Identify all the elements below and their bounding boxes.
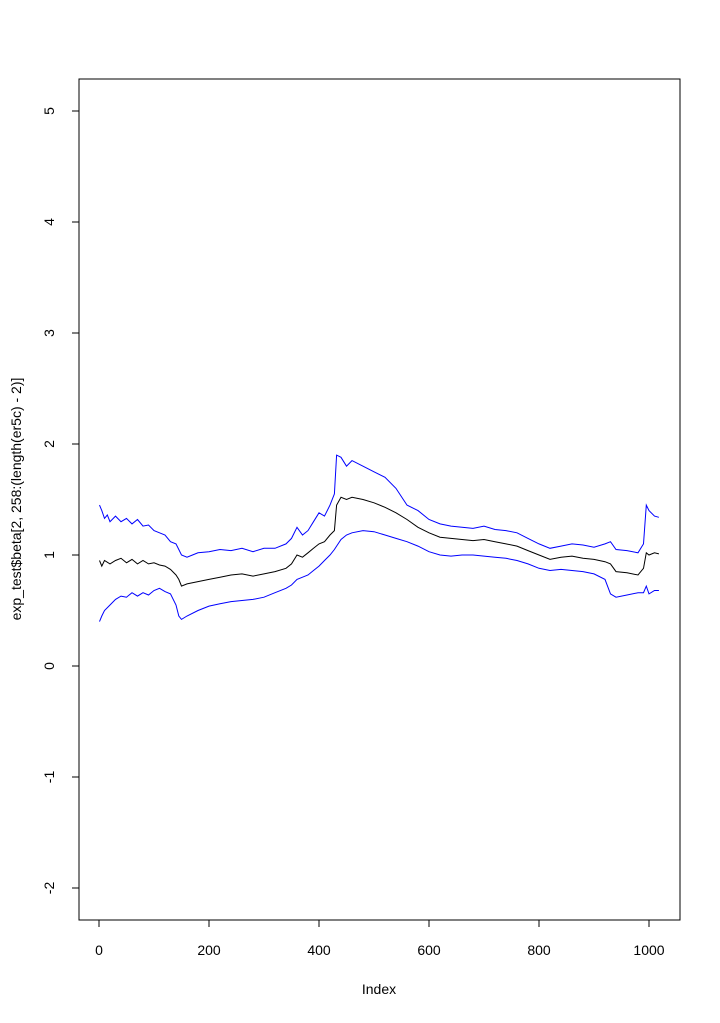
x-tick-label: 1000 xyxy=(633,942,664,958)
x-axis-label: Index xyxy=(362,981,396,997)
y-tick-label: 3 xyxy=(41,329,57,337)
y-tick-label: 4 xyxy=(41,218,57,226)
x-axis: 0 200 400 600 800 1000 xyxy=(95,919,665,958)
y-tick-label: -1 xyxy=(41,771,57,784)
x-tick-label: 400 xyxy=(307,942,331,958)
x-tick-label: 600 xyxy=(417,942,441,958)
x-tick-label: 0 xyxy=(95,942,103,958)
y-tick-label: 0 xyxy=(41,662,57,670)
series-line-1 xyxy=(99,496,660,587)
y-axis-label: exp_test$beta[2, 258:(length(er5c) - 2)] xyxy=(8,378,24,621)
y-tick-label: 5 xyxy=(41,107,57,115)
y-tick-label: 2 xyxy=(41,440,57,448)
x-tick-label: 200 xyxy=(197,942,221,958)
y-axis: -2 -1 0 1 2 3 4 5 xyxy=(41,107,80,895)
series-layer xyxy=(99,454,660,622)
y-tick-label: 1 xyxy=(41,551,57,559)
plot-frame xyxy=(78,78,681,921)
series-line-2 xyxy=(99,530,659,622)
x-tick-label: 800 xyxy=(527,942,551,958)
series-line-0 xyxy=(99,454,660,558)
y-tick-label: -2 xyxy=(41,882,57,895)
